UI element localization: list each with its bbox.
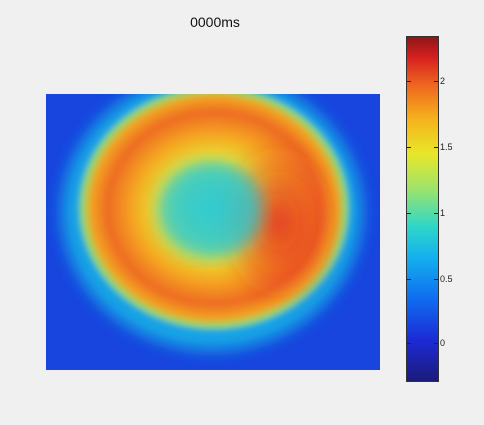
colorbar <box>406 36 439 382</box>
colorbar-tick <box>434 213 438 214</box>
colorbar-tick <box>407 279 411 280</box>
heatmap-center <box>158 162 262 258</box>
colorbar-tick <box>407 81 411 82</box>
colorbar-tick <box>407 343 411 344</box>
colorbar-tick-label: 0 <box>440 338 446 348</box>
chart-title: 0000ms <box>190 14 240 30</box>
colorbar-tick-label: 1.5 <box>440 142 453 152</box>
colorbar-tick-label: 0.5 <box>440 274 453 284</box>
colorbar-tick <box>434 279 438 280</box>
colorbar-tick <box>407 213 411 214</box>
colorbar-tick <box>434 343 438 344</box>
heatmap-svg <box>46 94 380 370</box>
colorbar-tick-label: 2 <box>440 76 446 86</box>
colorbar-tick <box>434 147 438 148</box>
colorbar-tick <box>434 81 438 82</box>
heatmap <box>46 94 380 370</box>
colorbar-tick <box>407 147 411 148</box>
colorbar-tick-label: 1 <box>440 208 446 218</box>
